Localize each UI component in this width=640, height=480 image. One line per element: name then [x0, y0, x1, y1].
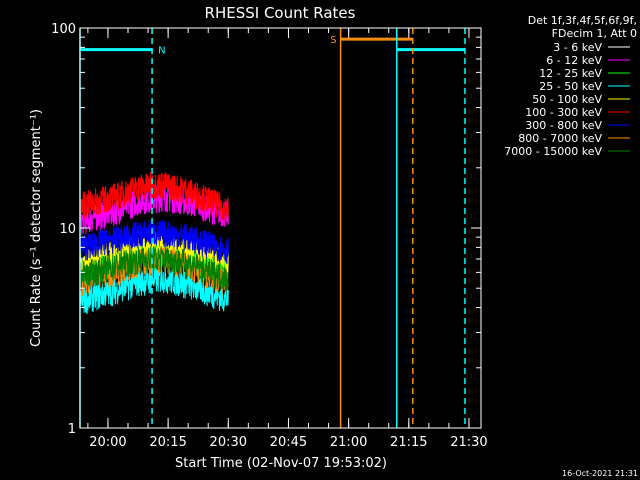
- series-line-6: [79, 172, 229, 223]
- series-line-2: [79, 185, 229, 235]
- marker-label-s: S: [330, 35, 336, 46]
- x-tick-label: 20:45: [270, 435, 307, 450]
- legend-entry-label: 6 - 12 keV: [546, 54, 602, 67]
- legend-header-line: Det 1f,3f,4f,5f,6f,9f,: [528, 14, 637, 27]
- legend-entry-label: 12 - 25 keV: [539, 67, 602, 80]
- legend-entry-label: 7000 - 15000 keV: [504, 145, 602, 158]
- legend-entry-label: 100 - 300 keV: [525, 106, 602, 119]
- y-tick-label: 10: [59, 222, 76, 237]
- series-layer: [79, 172, 229, 328]
- x-tick-label: 21:15: [390, 435, 427, 450]
- legend-header-line: FDecim 1, Att 0: [552, 27, 637, 40]
- x-axis-label: Start Time (02-Nov-07 19:53:02): [175, 456, 387, 471]
- y-tick-label: 100: [51, 22, 76, 37]
- timestamp: 16-Oct-2021 21:31: [562, 469, 638, 478]
- legend-entry-label: 800 - 7000 keV: [518, 132, 602, 145]
- legend-entry-label: 3 - 6 keV: [553, 41, 602, 54]
- legend-entry-label: 300 - 800 keV: [525, 119, 602, 132]
- series-line-4: [79, 266, 229, 315]
- series-line-7: [79, 220, 229, 265]
- x-tick-label: 20:30: [210, 435, 247, 450]
- chart-title: RHESSI Count Rates: [205, 4, 356, 22]
- legend-entry-label: 25 - 50 keV: [539, 80, 602, 93]
- y-axis-label: Count Rate (s⁻¹ detector segment⁻¹): [29, 109, 44, 347]
- legend-entry-label: 50 - 100 keV: [532, 93, 602, 106]
- tick-layer: 1 10 100 20:00 20:15 20:30 20:45 21:00 21:15 21:3…: [51, 22, 488, 450]
- x-tick-label: 20:00: [89, 435, 126, 450]
- x-tick-label: 20:15: [149, 435, 186, 450]
- y-tick-label: 1: [68, 422, 76, 437]
- marker-label-n: N: [158, 46, 165, 57]
- x-tick-label: 21:30: [450, 435, 487, 450]
- x-tick-label: 21:00: [330, 435, 367, 450]
- legend: Det 1f,3f,4f,5f,6f,9f,FDecim 1, Att 03 -…: [504, 14, 637, 158]
- series-line-9: [79, 246, 229, 291]
